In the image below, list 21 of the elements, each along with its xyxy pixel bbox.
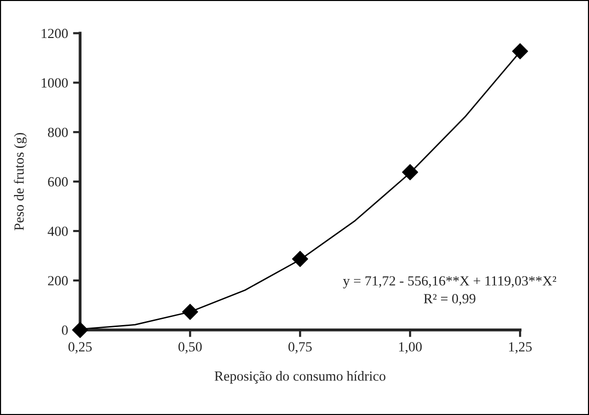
x-tick-label: 0,25 — [68, 342, 92, 354]
x-tick-label: 0,75 — [288, 342, 312, 354]
point — [292, 250, 308, 267]
y-tick-label: 1200 — [42, 28, 68, 38]
point — [402, 164, 418, 180]
y-tick-label: 0 — [62, 326, 68, 335]
annotation: R² = 0,99 — [424, 294, 476, 306]
annotation: y = 71,72 - 556,16**X + 1119,03**X² — [343, 276, 556, 288]
point — [182, 304, 198, 320]
y-tick-label: 200 — [48, 276, 68, 286]
x-axis-title: Reposição do consumo hídrico — [214, 370, 386, 384]
point — [512, 43, 528, 60]
x-tick-label: 1,25 — [509, 342, 532, 354]
x-tick-label: 0,50 — [178, 342, 202, 354]
y-tick-label: 400 — [48, 226, 68, 236]
x-tick-label: 1,00 — [399, 342, 422, 354]
y-axis-title: Peso de frutos (g) — [14, 132, 27, 230]
y-tick-label: 1000 — [42, 78, 68, 88]
y-tick-label: 800 — [48, 128, 68, 138]
point — [72, 322, 88, 338]
y-tick-label: 600 — [48, 177, 68, 187]
